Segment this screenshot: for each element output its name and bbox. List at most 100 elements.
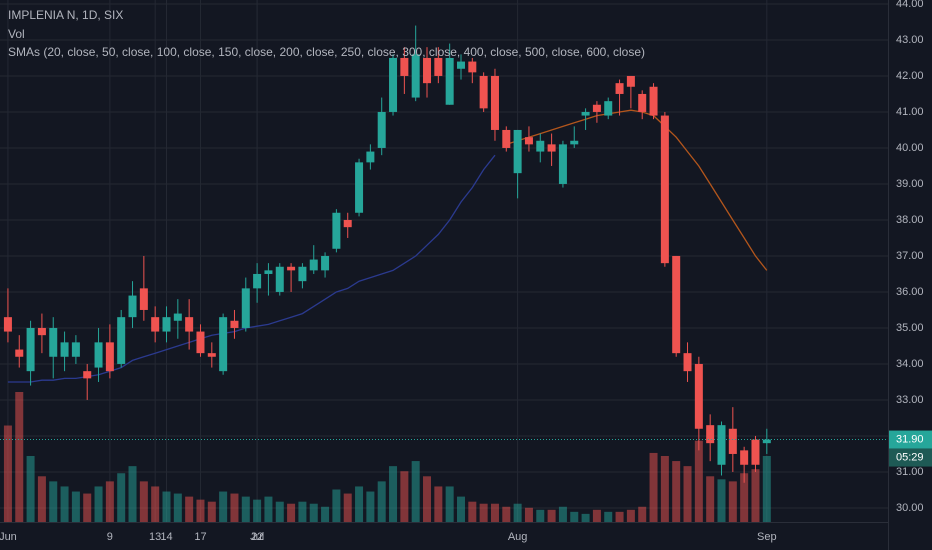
volume-bar <box>490 503 499 522</box>
candle-body <box>389 57 398 112</box>
candle-body <box>683 353 692 372</box>
x-tick-label: 13 <box>149 531 161 543</box>
candle-body <box>298 266 307 282</box>
volume-bar <box>3 425 12 522</box>
volume-bar <box>128 466 137 522</box>
volume-bar <box>717 479 726 522</box>
volume-bar <box>445 486 454 522</box>
x-tick-label: Sep <box>757 531 777 543</box>
y-tick-label: 40.00 <box>896 142 924 154</box>
volume-bar <box>321 506 330 522</box>
y-tick-label: 38.00 <box>896 214 924 226</box>
candle-body <box>751 439 760 465</box>
candle-body <box>592 104 601 112</box>
countdown-box <box>889 448 932 467</box>
y-tick-label: 36.00 <box>896 286 924 298</box>
volume-bar <box>105 481 114 522</box>
x-tick-label: Aug <box>508 531 528 543</box>
volume-bar <box>139 481 148 522</box>
last-price-label: 31.90 <box>896 433 924 445</box>
volume-bar <box>502 506 511 522</box>
y-tick-label: 31.00 <box>896 466 924 478</box>
volume-bar <box>298 501 307 522</box>
candle-body <box>332 212 341 249</box>
volume-bar <box>751 469 760 522</box>
x-tick-label: 14 <box>160 531 172 543</box>
candle-body <box>456 61 465 69</box>
candle-body <box>445 57 454 105</box>
volume-bar <box>706 476 715 522</box>
candle-body <box>547 144 556 152</box>
candle-body <box>71 342 80 357</box>
volume-bar <box>49 481 58 522</box>
candle-body <box>728 428 737 454</box>
y-tick-label: 41.00 <box>896 106 924 118</box>
chart-title: IMPLENIA N, 1D, SIX <box>8 8 123 22</box>
volume-bar <box>638 506 647 522</box>
candle-body <box>173 313 182 321</box>
volume-bar <box>71 491 80 522</box>
candle-body <box>3 317 12 332</box>
volume-label: Vol <box>8 27 25 41</box>
y-tick-label: 42.00 <box>896 70 924 82</box>
x-tick-label: 22 <box>251 531 263 543</box>
candle-body <box>490 75 499 130</box>
candle-body <box>706 425 715 444</box>
candle-body <box>287 266 296 271</box>
candle-body <box>558 144 567 184</box>
candle-body <box>37 327 46 336</box>
countdown-label: 05:29 <box>896 451 924 463</box>
candle-body <box>321 255 330 271</box>
candle-body <box>524 137 533 145</box>
volume-bar <box>434 486 443 522</box>
candle-body <box>513 129 522 174</box>
volume-bar <box>683 466 692 522</box>
y-tick-label: 34.00 <box>896 358 924 370</box>
volume-bar <box>728 481 737 522</box>
last-price-box <box>889 430 932 449</box>
volume-bar <box>287 503 296 522</box>
candle-body <box>660 115 669 264</box>
candle-body <box>400 57 409 76</box>
volume-bar <box>343 493 352 522</box>
candle-body <box>411 54 420 98</box>
candle-body <box>649 86 658 116</box>
candle-body <box>366 151 375 163</box>
candle-body <box>219 317 228 372</box>
candle-body <box>434 57 443 76</box>
volume-bar <box>37 476 46 522</box>
y-tick-label: 39.00 <box>896 178 924 190</box>
volume-bar <box>558 506 567 522</box>
volume-bar <box>672 461 681 522</box>
candle-body <box>139 288 148 310</box>
candle-body <box>502 129 511 148</box>
volume-bar <box>253 499 262 522</box>
candle-body <box>615 83 624 94</box>
y-tick-label: 35.00 <box>896 322 924 334</box>
candle-body <box>207 353 216 357</box>
candle-body <box>15 349 24 357</box>
indicator-label: SMAs (20, close, 50, close, 100, close, … <box>8 45 645 59</box>
candle-body <box>717 425 726 465</box>
candle-body <box>196 331 205 354</box>
candle-body <box>672 255 681 354</box>
candle-body <box>49 327 58 357</box>
candle-body <box>581 111 590 116</box>
volume-bar <box>479 503 488 522</box>
candle-body <box>423 57 432 84</box>
volume-bar <box>604 511 613 522</box>
x-tick-label: Jun <box>0 531 17 543</box>
volume-bar <box>366 491 375 522</box>
candle-body <box>468 61 477 73</box>
volume-bar <box>207 501 216 522</box>
volume-bar <box>524 507 533 522</box>
volume-bar <box>615 511 624 522</box>
volume-bar <box>423 476 432 522</box>
volume-bar <box>762 455 771 522</box>
candle-body <box>185 317 194 332</box>
candle-body <box>275 266 284 292</box>
